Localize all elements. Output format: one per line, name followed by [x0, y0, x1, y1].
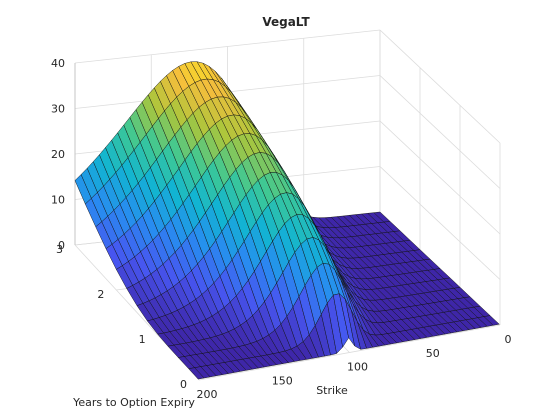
y-tick-label: 1 — [139, 333, 146, 346]
z-tick-label: 40 — [51, 57, 65, 70]
grid-line-side-z — [379, 29, 501, 144]
x-axis-label: Strike — [316, 384, 348, 397]
z-tick-label: 10 — [51, 194, 65, 207]
y-tick-label: 3 — [56, 243, 63, 256]
grid-line-side-z — [379, 120, 501, 235]
surface-plot — [74, 61, 500, 380]
x-tick-label: 0 — [505, 333, 512, 346]
grid-line-side-z — [379, 75, 501, 189]
y-axis-label: Years to Option Expiry — [72, 396, 195, 409]
grid-line-side-z — [379, 166, 501, 280]
z-tick-label: 30 — [51, 103, 65, 116]
z-tick-label: 0 — [58, 239, 65, 252]
x-tick-label: 150 — [272, 374, 293, 387]
x-tick-label: 50 — [426, 347, 440, 360]
x-tick-label: 100 — [347, 361, 368, 374]
chart-title: VegaLT — [262, 15, 310, 29]
surface-patch — [483, 315, 500, 326]
y-tick-label: 0 — [180, 378, 187, 391]
grid-line-back-z — [74, 29, 381, 64]
z-tick-label: 20 — [51, 148, 65, 161]
y-tick-label: 2 — [97, 288, 104, 301]
x-tick-label: 200 — [197, 388, 218, 401]
grid-line-floor-expiry — [198, 324, 501, 381]
